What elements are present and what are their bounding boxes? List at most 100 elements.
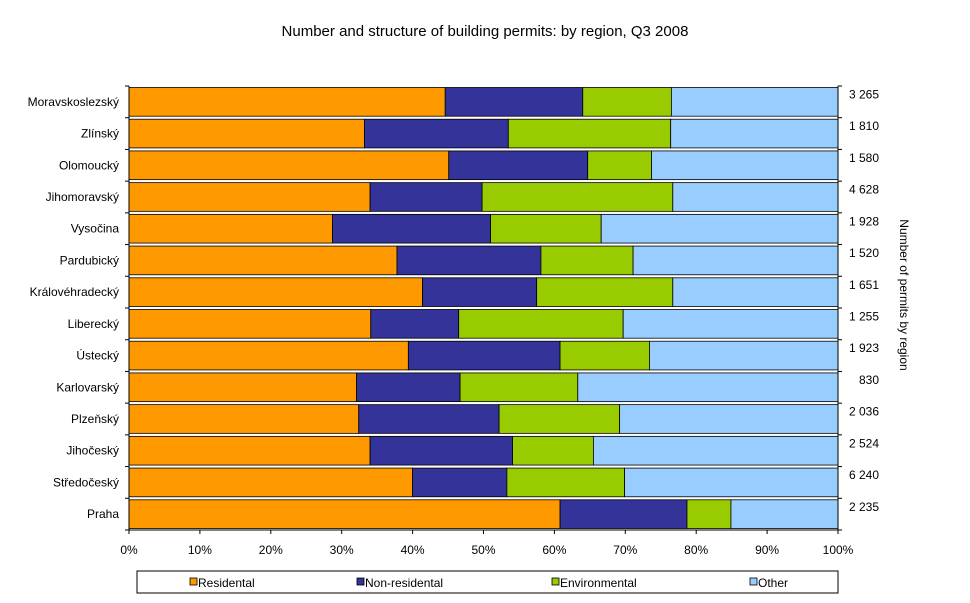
bar-praha-residental [128,499,561,529]
bar-karlovarsky-non-residental [356,372,461,403]
total-label: 2 036 [849,405,879,419]
bars [128,87,839,529]
category-label: Pardubický [60,253,119,267]
legend-label-residental: Residental [198,576,255,590]
bar-liberecky-environmental [458,309,624,339]
legend-label-non-residental: Non-residental [365,576,443,590]
bar-jihomoravsky-environmental [481,182,674,212]
bar-pardubicky-non-residental [396,245,542,276]
bar-jihomoravsky-other [672,182,839,212]
total-label: 1 580 [849,151,879,165]
category-label: Ústecký [76,348,119,363]
total-label: 1 651 [849,278,879,292]
total-label: 6 240 [849,468,879,482]
x-tick-label: 90% [755,543,779,557]
x-tick-label: 100% [823,543,854,557]
x-tick-label: 40% [401,543,425,557]
bar-zlinsky-environmental [507,118,672,149]
bar-kralovehradecky-residental [128,277,423,307]
bar-liberecky-residental [128,309,372,339]
bar-kralovehradecky-environmental [536,277,674,307]
x-tick-label: 0% [120,543,138,557]
category-label: Zlínský [81,127,119,141]
total-label: 1 810 [849,119,879,133]
total-label: 2 524 [849,436,879,450]
x-tick-label: 30% [330,543,354,557]
bar-zlinsky-residental [128,118,365,149]
total-label: 1 255 [849,310,879,324]
category-label: Královéhradecký [30,285,119,299]
bar-pardubicky-residental [128,245,398,276]
bar-vysocina-environmental [490,213,602,244]
category-label: Vysočina [71,222,120,236]
total-label: 1 923 [849,341,879,355]
legend-label-other: Other [758,576,788,590]
category-label: Praha [87,507,119,521]
bar-moravskoslezsky-environmental [582,87,672,117]
category-label: Olomoucký [59,158,119,172]
bar-stredocesky-residental [128,467,414,498]
bar-karlovarsky-environmental [459,372,579,403]
bar-liberecky-non-residental [370,309,460,339]
x-tick-label: 10% [188,543,212,557]
bar-vysocina-residental [128,213,333,244]
category-label: Plzeňský [71,412,119,426]
legend-swatch-other [749,577,758,586]
total-label: 1 928 [849,214,879,228]
bar-karlovarsky-other [577,372,839,403]
x-tick-label: 50% [471,543,495,557]
x-tick-label: 20% [259,543,283,557]
bar-zlinsky-non-residental [363,118,509,149]
bar-pardubicky-other [632,245,839,276]
bar-kralovehradecky-other [672,277,839,307]
bar-kralovehradecky-non-residental [422,277,538,307]
legend-swatch-environmental [551,577,560,586]
legend-swatch-residental [189,577,198,586]
total-label: 2 235 [849,500,879,514]
x-axis: 0% 10% 20% 30% 40% 50% 60% 70% 80% 90% 100% [120,85,854,557]
bar-jihomoravsky-non-residental [369,182,483,212]
legend-box [136,570,839,594]
total-label: 830 [859,373,879,387]
category-label: Středočeský [53,475,119,489]
legend-swatch-non-residental [356,577,365,586]
total-label: 4 628 [849,183,879,197]
total-label: 1 520 [849,246,879,260]
bar-ustecky-residental [128,340,409,371]
category-labels: Moravskoslezský Zlínský Olomoucký Jihomorav… [28,95,120,521]
right-axis-label: Number of permits by region [897,219,911,370]
total-label: 3 265 [849,88,879,102]
bar-ustecky-other [649,340,839,371]
bar-plzensky-residental [128,404,360,434]
chart-title: Number and structure of building permits… [282,23,689,40]
bar-pardubicky-environmental [540,245,634,276]
x-tick-label: 70% [613,543,637,557]
bar-praha-non-residental [559,499,688,529]
bar-jihocesky-other [592,435,839,466]
bar-stredocesky-non-residental [412,467,508,498]
category-label: Moravskoslezský [28,95,119,109]
bar-jihocesky-environmental [512,435,594,466]
bar-jihomoravsky-residental [128,182,371,212]
bar-plzensky-environmental [498,404,621,434]
total-labels: 3 265 1 810 1 580 4 628 1 928 1 520 1 651 1 255… [849,88,879,514]
category-label: Liberecký [68,317,119,331]
bar-zlinsky-other [670,118,839,149]
bar-stredocesky-environmental [506,467,625,498]
bar-jihocesky-non-residental [369,435,513,466]
x-tick-label: 80% [684,543,708,557]
bar-moravskoslezsky-non-residental [444,87,584,117]
bar-vysocina-non-residental [332,213,491,244]
bar-praha-other [730,499,839,529]
legend: Residental Non-residental Environmental Oth… [136,570,839,594]
bar-olomoucky-residental [128,150,450,181]
bar-liberecky-other [622,309,839,339]
category-label: Jihomoravský [46,190,119,204]
bar-stredocesky-other [624,467,839,498]
bar-praha-environmental [686,499,732,529]
bar-olomoucky-environmental [587,150,652,181]
bar-moravskoslezsky-residental [128,87,446,117]
bar-ustecky-non-residental [407,340,561,371]
bar-plzensky-non-residental [358,404,500,434]
